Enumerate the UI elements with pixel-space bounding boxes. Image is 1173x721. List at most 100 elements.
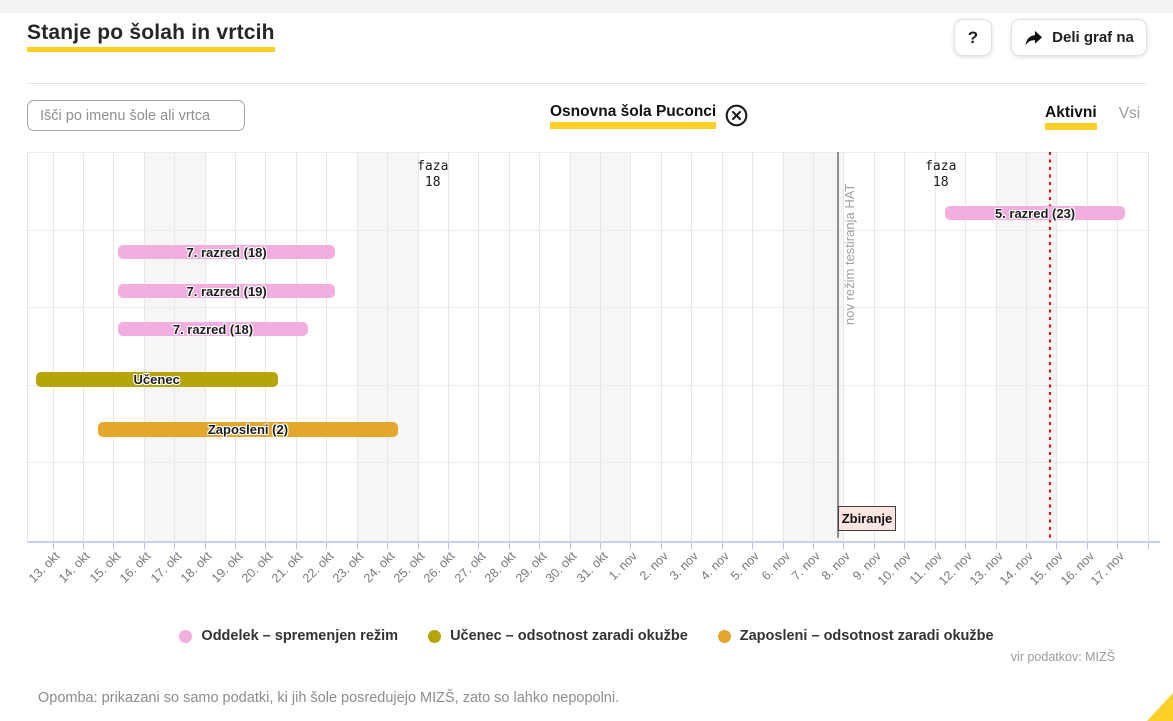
vertical-gridline [143, 152, 145, 541]
help-button[interactable]: ? [954, 19, 992, 56]
x-axis-tick [326, 543, 328, 549]
phase-label-line: 18 [932, 174, 949, 190]
data-source-label: vir podatkov: MIZŠ [1010, 650, 1115, 664]
x-axis-tick [478, 543, 480, 549]
x-axis-tick [235, 543, 237, 549]
vertical-gridline [113, 152, 115, 541]
regime-change-label: nov režim testiranja HAT [842, 183, 858, 325]
weekend-band [356, 152, 418, 541]
horizontal-gridline [27, 384, 1148, 386]
status-toggles: Aktivni Vsi [1045, 104, 1140, 130]
x-axis-tick [204, 543, 206, 549]
x-axis-label: 16. okt [117, 549, 154, 586]
x-axis-tick [1117, 543, 1119, 549]
phase-label-line: faza [417, 159, 449, 174]
vertical-gridline [1086, 152, 1088, 541]
x-axis-line [27, 541, 1160, 543]
legend-dot-icon [179, 629, 193, 643]
gantt-bar[interactable]: Učenec [35, 371, 278, 387]
horizontal-gridline [27, 462, 1148, 463]
x-axis-tick [417, 543, 419, 549]
horizontal-gridline [27, 307, 1148, 308]
x-axis-label: 31. okt [573, 549, 610, 586]
x-axis-label: 15. okt [86, 549, 124, 586]
horizontal-gridline [27, 229, 1148, 231]
vertical-gridline [1147, 152, 1149, 541]
vertical-gridline [813, 152, 814, 541]
x-axis-label: 17. nov [1088, 549, 1128, 588]
x-axis-tick [447, 543, 449, 549]
vertical-gridline [691, 152, 693, 541]
zbiranje-box[interactable]: Zbiranje [837, 506, 897, 531]
x-axis-tick [265, 543, 267, 549]
legend-label: Učenec – odsotnost zaradi okužbe [450, 628, 688, 644]
x-axis-tick [934, 543, 936, 549]
vertical-gridline [295, 152, 297, 541]
share-button[interactable]: Deli graf na [1011, 19, 1147, 56]
gantt-bar[interactable]: 5. razred (23) [945, 206, 1125, 221]
x-axis-label: 14. okt [56, 549, 93, 586]
remove-filter-icon[interactable] [725, 104, 748, 132]
legend-item: Oddelek – spremenjen režim [179, 628, 398, 644]
x-axis-label: 1. nov [606, 549, 641, 583]
vertical-gridline [387, 152, 389, 541]
legend-label: Oddelek – spremenjen režim [201, 628, 399, 644]
legend-dot-icon [428, 629, 442, 643]
x-axis-tick [843, 543, 845, 549]
x-axis-label: 28. okt [482, 549, 519, 586]
horizontal-gridline [27, 152, 1148, 153]
x-axis-tick [995, 543, 997, 549]
vertical-gridline [265, 152, 267, 541]
filter-chip-label: Osnovna šola Puconci [550, 103, 717, 129]
x-axis-tick [539, 543, 541, 549]
regime-change-line [837, 152, 840, 538]
x-axis-tick [782, 543, 784, 549]
vertical-gridline [539, 152, 541, 541]
vertical-gridline [782, 152, 784, 541]
vertical-gridline [326, 152, 328, 541]
gantt-bar[interactable]: 7. razred (18) [117, 322, 309, 337]
filter-chip: Osnovna šola Puconci [550, 103, 748, 132]
phase-label: faza 18 [417, 159, 448, 190]
x-axis-tick [387, 543, 389, 549]
x-axis-label: 8. nov [819, 549, 854, 583]
toggle-all[interactable]: Vsi [1118, 105, 1141, 122]
vertical-gridline [752, 152, 754, 541]
x-axis-label: 21. okt [269, 549, 306, 586]
x-axis-label: 13. okt [25, 549, 63, 586]
x-axis-tick [82, 543, 84, 549]
phase-label-line: 18 [424, 174, 441, 190]
gantt-bar[interactable]: Zaposleni (2) [98, 421, 398, 437]
toggle-active[interactable]: Aktivni [1045, 104, 1097, 130]
gantt-bar[interactable]: 7. razred (19) [117, 284, 336, 299]
vertical-gridline [904, 152, 906, 541]
vertical-gridline [1056, 152, 1058, 541]
x-axis-tick [143, 543, 145, 549]
vertical-gridline [873, 152, 875, 541]
x-axis-tick [965, 543, 967, 549]
legend-label: Zaposleni – odsotnost zaradi okužbe [739, 628, 994, 644]
x-axis-tick [873, 543, 875, 549]
legend-dot-icon [717, 629, 731, 643]
vertical-gridline [174, 152, 176, 541]
footnote: Opomba: prikazani so samo podatki, ki ji… [38, 690, 620, 706]
x-axis-tick [1147, 543, 1149, 549]
vertical-gridline [204, 152, 206, 541]
vertical-gridline [1025, 152, 1027, 541]
x-axis-label: 25. okt [391, 549, 428, 586]
x-axis-tick [813, 543, 814, 549]
vertical-gridline [1117, 152, 1119, 541]
x-axis-label: 18. okt [178, 549, 215, 586]
x-axis-tick [52, 543, 54, 549]
vertical-gridline [630, 152, 632, 541]
x-axis-label: 20. okt [238, 549, 276, 586]
gantt-bar[interactable]: 7. razred (18) [117, 245, 336, 260]
x-axis-label: 5. nov [728, 549, 763, 583]
phase-label: faza 18 [925, 159, 956, 190]
x-axis-label: 23. okt [330, 549, 367, 586]
today-line [1048, 152, 1051, 541]
search-input[interactable] [27, 100, 245, 131]
x-axis-tick [630, 543, 632, 549]
